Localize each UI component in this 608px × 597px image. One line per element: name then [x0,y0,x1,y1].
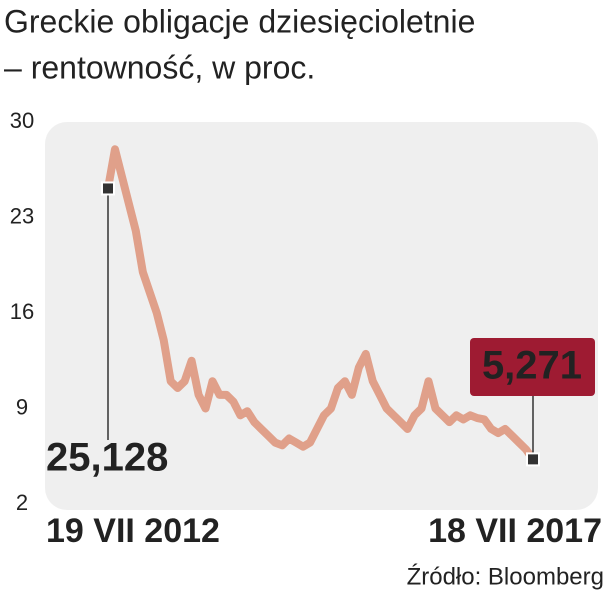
y-tick-label: 16 [10,299,34,324]
y-tick-label: 9 [16,394,28,419]
y-tick-label: 30 [10,108,34,133]
line [104,145,537,464]
value-label: 5,271 [482,344,582,388]
y-tick-label: 2 [16,490,28,515]
chart-subtitle: – rentowność, w proc. [4,49,315,85]
source: Źródło: Bloomberg [407,563,604,590]
y-tick-label: 23 [10,203,34,228]
value-label: 25,128 [46,436,168,480]
point-marker [101,181,115,196]
value-label-box [470,338,595,396]
chart-title: Greckie obligacje dziesięcioletnie [4,3,475,39]
x-tick-label: 19 VII 2012 [46,512,220,550]
x-tick-label: 18 VII 2017 [428,512,602,550]
point-marker [526,452,540,467]
